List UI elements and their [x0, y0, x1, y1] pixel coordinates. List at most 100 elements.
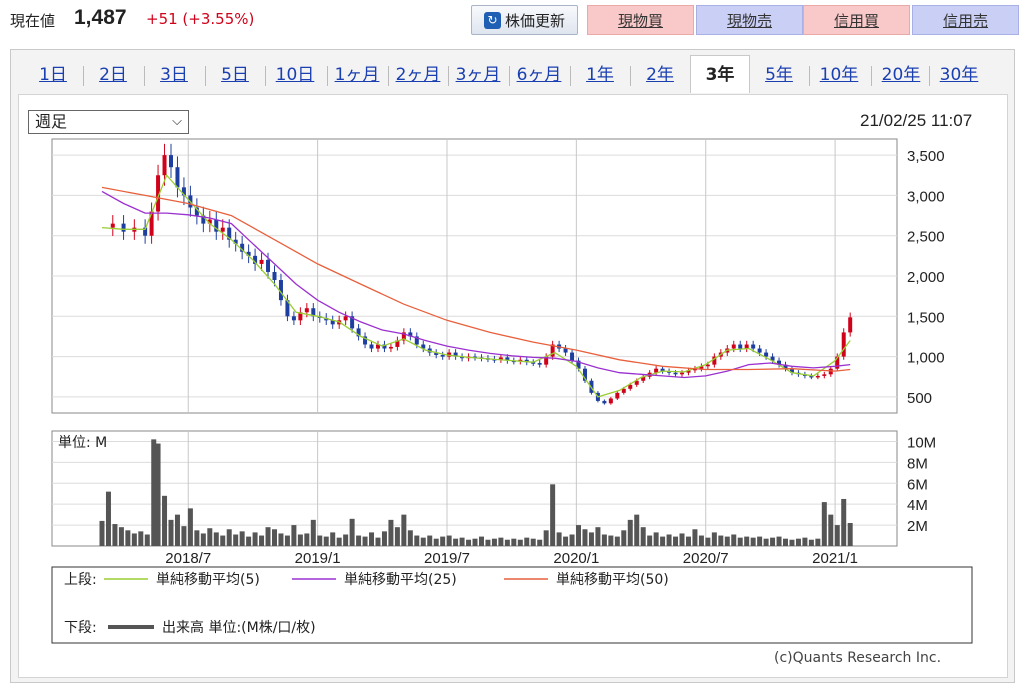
legend-item-2: 単純移動平均(50)	[556, 572, 669, 588]
x-tick-label: 2020/7	[683, 550, 729, 567]
candle-body	[841, 332, 846, 357]
volume-bar	[317, 535, 323, 546]
candle-body	[201, 215, 206, 224]
volume-y-tick: 2M	[907, 518, 928, 535]
candle-body	[447, 352, 452, 357]
spot-buy-button[interactable]: 現物買	[587, 5, 694, 35]
candle-body	[168, 155, 173, 168]
volume-bar	[692, 529, 698, 546]
volume-bar	[673, 536, 679, 546]
tab-3[interactable]: 5日	[221, 65, 249, 85]
tab-12[interactable]: 5年	[765, 65, 793, 85]
candle-body	[621, 388, 626, 393]
volume-bar	[200, 533, 206, 546]
candle-body	[680, 372, 685, 375]
candle-body	[121, 223, 126, 232]
volume-bar	[459, 537, 465, 546]
volume-bar	[582, 529, 588, 546]
volume-bar	[757, 536, 763, 546]
volume-bar	[453, 538, 459, 546]
candle-body	[421, 344, 426, 349]
tab-separator	[205, 66, 206, 86]
tab-13[interactable]: 10年	[819, 65, 859, 85]
tab-15[interactable]: 30年	[939, 65, 979, 85]
candle-body	[382, 344, 387, 349]
ma-line-2	[101, 186, 851, 372]
volume-bar	[795, 538, 801, 546]
volume-bar	[168, 519, 174, 546]
candle-body	[401, 332, 406, 341]
tab-10[interactable]: 2年	[646, 65, 674, 85]
volume-bar	[369, 532, 375, 546]
volume-bar	[815, 538, 821, 546]
volume-bar	[105, 491, 111, 546]
candle-body	[388, 346, 393, 349]
tab-8[interactable]: 6ヶ月	[516, 65, 562, 85]
candle-body	[253, 255, 258, 264]
volume-bar	[220, 535, 226, 546]
x-tick-label: 2021/1	[812, 550, 858, 567]
volume-bar	[802, 537, 808, 546]
tab-11[interactable]: 3年	[690, 55, 750, 93]
volume-bar	[213, 532, 219, 546]
candle-body	[285, 300, 290, 317]
candle-body	[738, 344, 743, 349]
spot-sell-button[interactable]: 現物売	[696, 5, 803, 35]
tab-1[interactable]: 2日	[99, 65, 127, 85]
candle-body	[699, 366, 704, 369]
volume-bar	[524, 537, 530, 546]
tab-0[interactable]: 1日	[39, 65, 67, 85]
volume-bar	[485, 539, 491, 546]
refresh-price-button[interactable]: ↻ 株価更新	[471, 5, 578, 35]
volume-bar	[144, 534, 150, 546]
volume-bar	[381, 531, 387, 546]
tab-6[interactable]: 2ヶ月	[395, 65, 441, 85]
price-y-tick: 3,500	[907, 148, 945, 165]
x-tick-label: 2020/1	[553, 550, 599, 567]
volume-bar	[291, 525, 297, 546]
volume-bar	[99, 520, 105, 546]
volume-bar	[621, 530, 627, 546]
volume-bar	[608, 535, 614, 546]
tab-4[interactable]: 10日	[275, 65, 315, 85]
volume-y-tick: 8M	[907, 455, 928, 472]
period-select[interactable]: 週足 ⌵	[28, 110, 189, 134]
tab-7[interactable]: 3ヶ月	[455, 65, 501, 85]
candle-body	[764, 352, 769, 357]
candle-body	[815, 375, 820, 378]
candle-body	[550, 344, 555, 357]
volume-bar	[744, 536, 750, 546]
tab-14[interactable]: 20年	[881, 65, 921, 85]
candle-body	[240, 243, 245, 252]
volume-bar	[783, 538, 789, 546]
volume-bar	[750, 537, 756, 546]
candle-body	[809, 375, 814, 378]
candle-body	[350, 316, 355, 329]
price-y-tick: 2,000	[907, 269, 945, 286]
tab-separator	[871, 66, 872, 86]
candle-body	[634, 380, 639, 385]
candle-body	[162, 155, 167, 176]
volume-bar	[297, 534, 303, 546]
tab-2[interactable]: 3日	[160, 65, 188, 85]
volume-bar	[718, 535, 724, 546]
candle-body	[531, 362, 536, 364]
candle-body	[848, 317, 853, 333]
volume-bar	[595, 527, 601, 546]
candle-body	[343, 316, 348, 321]
volume-bar	[278, 533, 284, 546]
margin-buy-button[interactable]: 信用買	[803, 5, 910, 35]
volume-bar	[685, 536, 691, 546]
price-y-tick: 2,500	[907, 229, 945, 246]
volume-bar	[737, 537, 743, 546]
volume-bar	[556, 532, 562, 546]
margin-sell-button[interactable]: 信用売	[912, 5, 1019, 35]
tab-5[interactable]: 1ヶ月	[334, 65, 380, 85]
candle-body	[777, 360, 782, 365]
candle-body	[453, 352, 458, 357]
tab-separator	[448, 66, 449, 86]
tab-9[interactable]: 1年	[586, 65, 614, 85]
volume-bar	[362, 536, 368, 546]
candle-body	[259, 259, 264, 264]
candle-body	[505, 357, 510, 361]
